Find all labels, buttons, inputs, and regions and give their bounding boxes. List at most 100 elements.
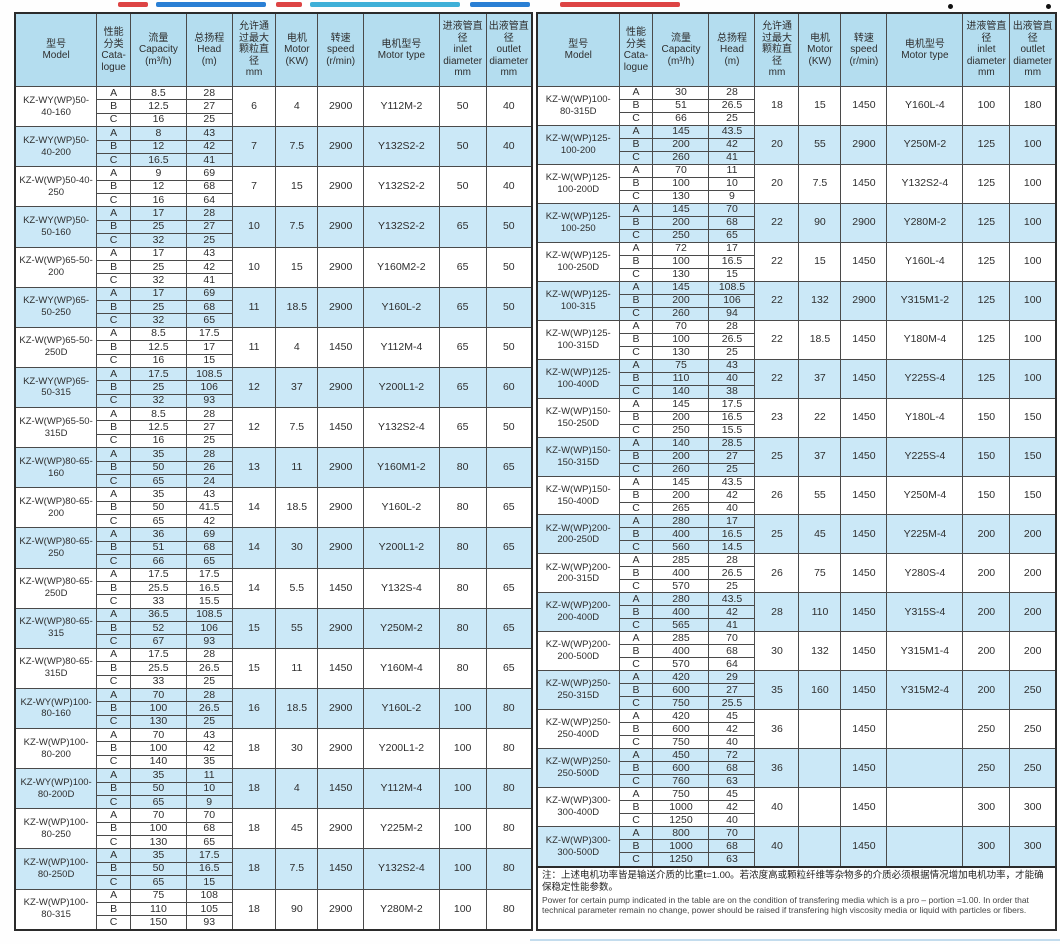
spec-row: C 32 41 — [15, 273, 532, 288]
inlet-cell: 50 — [438, 85, 487, 128]
capacity-cell: 25 — [130, 219, 187, 235]
header-cell-motor: 电机 Motor (KW) — [275, 12, 319, 87]
head-cell: 38 — [708, 384, 756, 399]
speed-cell: 2900 — [840, 124, 888, 165]
capacity-cell: 260 — [652, 150, 710, 165]
motor-type-cell: Y200L1-2 — [363, 366, 440, 409]
header-label-en: Motor (KW) — [284, 44, 310, 67]
spec-row: C 565 41 — [537, 618, 1056, 633]
spec-row: KZ-W(WP)125-100-315D A 70 28 22 18.5 1450 Y180M… — [536, 319, 1057, 360]
motor-type-cell: Y160L-2 — [363, 687, 440, 730]
outlet-cell: 200 — [1009, 514, 1057, 555]
catalogue-cell: C — [96, 634, 132, 649]
head-cell: 43 — [185, 126, 233, 141]
speed-cell: 1450 — [840, 553, 888, 594]
outlet-cell: 50 — [485, 246, 533, 288]
catalogue-cell: B — [96, 741, 132, 756]
outlet-cell: 80 — [485, 768, 533, 810]
spec-row: B 200 16.5 — [537, 410, 1056, 425]
particle-cell: 40 — [754, 826, 800, 868]
head-cell: 27 — [185, 99, 233, 114]
capacity-cell: 32 — [130, 273, 187, 288]
catalogue-cell: A — [618, 124, 654, 139]
capacity-cell: 65 — [130, 875, 187, 890]
motor-cell: 90 — [798, 202, 842, 243]
spec-row: C 260 94 — [537, 306, 1056, 321]
head-cell: 15 — [185, 353, 233, 368]
particle-cell: 14 — [231, 527, 277, 569]
inlet-cell: 65 — [438, 406, 487, 449]
spec-row: KZ-W(WP)125-100-200D A 70 11 20 7.5 1450 Y132S2… — [536, 163, 1057, 204]
head-cell: 108.5 — [185, 607, 233, 623]
motor-cell: 45 — [798, 514, 842, 555]
capacity-cell: 280 — [652, 514, 710, 529]
header-label-en: inlet diameter mm — [966, 44, 1006, 79]
head-cell: 42 — [185, 259, 233, 275]
capacity-cell: 17.5 — [130, 366, 187, 382]
head-cell: 16.5 — [185, 861, 233, 877]
spec-row: KZ-WY(WP)50-40-200 A 8 43 7 7.5 2900 Y132S2-2 50… — [14, 126, 533, 168]
outlet-cell: 50 — [485, 286, 533, 328]
outlet-cell: 250 — [1009, 748, 1057, 789]
inlet-cell: 300 — [962, 787, 1011, 828]
catalogue-cell: A — [96, 647, 132, 663]
capacity-cell: 100 — [652, 176, 710, 191]
capacity-cell: 25 — [130, 259, 187, 275]
model-cell: KZ-W(WP)125-100-315 — [536, 280, 620, 321]
head-cell: 65 — [185, 834, 233, 850]
head-cell: 25 — [185, 233, 233, 248]
motor-cell: 7.5 — [798, 163, 842, 204]
head-cell: 28 — [185, 647, 233, 663]
particle-cell: 36 — [754, 748, 800, 789]
catalogue-cell: C — [618, 306, 654, 321]
head-cell: 65 — [185, 313, 233, 328]
catalogue-cell: C — [96, 233, 132, 248]
spec-row: KZ-W(WP)65-50-315D A 8.5 28 12 7.5 1450 Y132S2-… — [14, 406, 533, 449]
model-cell: KZ-W(WP)200-200-400D — [536, 592, 620, 633]
motor-cell: 7.5 — [275, 206, 319, 248]
head-cell: 17.5 — [708, 397, 756, 412]
outlet-cell: 200 — [1009, 592, 1057, 633]
outlet-cell: 150 — [1009, 397, 1057, 438]
model-cell: KZ-W(WP)250-250-500D — [536, 748, 620, 789]
catalogue-cell: B — [96, 340, 132, 355]
outlet-cell: 50 — [485, 326, 533, 368]
spec-note: 注：上述电机功率皆是输送介质的比重t=1.00。若浓度高或颗粒纤维等杂物多的介质… — [536, 868, 1057, 931]
catalogue-cell: C — [96, 714, 132, 730]
header-label-en: Capacity (m³/h) — [661, 44, 701, 67]
head-cell: 26.5 — [185, 661, 233, 676]
spec-row: B 100 42 — [15, 741, 532, 756]
header-label-zh: 允许通 过最大 颗粒直 径 — [761, 21, 792, 67]
capacity-cell: 72 — [652, 241, 710, 256]
motor-type-cell: Y132S2-2 — [363, 166, 440, 208]
head-cell: 68 — [185, 299, 233, 315]
catalogue-cell: A — [96, 808, 132, 823]
motor-type-cell: Y132S2-2 — [363, 126, 440, 168]
spec-row: C 66 25 — [537, 111, 1056, 126]
capacity-cell: 16 — [130, 112, 187, 128]
motor-cell: 5.5 — [275, 567, 319, 609]
capacity-cell: 32 — [130, 233, 187, 248]
head-cell: 40 — [708, 501, 756, 516]
header-label-en: Cata- logue — [623, 50, 649, 73]
catalogue-cell: A — [618, 163, 654, 178]
spec-row: C 130 25 — [537, 345, 1056, 360]
motor-cell: 37 — [275, 366, 319, 409]
catalogue-cell: A — [618, 709, 654, 724]
motor-type-cell — [886, 748, 964, 789]
catalogue-cell: A — [618, 397, 654, 412]
header-label-en: Model — [564, 50, 592, 61]
header-label-en: speed (r/min) — [326, 44, 356, 67]
head-cell: 68 — [708, 761, 756, 776]
motor-cell: 30 — [275, 727, 319, 770]
capacity-cell: 200 — [652, 449, 710, 464]
particle-cell: 18 — [231, 768, 277, 810]
outlet-cell: 50 — [485, 406, 533, 449]
catalogue-cell: C — [96, 473, 132, 489]
motor-type-cell: Y112M-4 — [363, 326, 440, 368]
capacity-cell: 65 — [130, 513, 187, 529]
speed-cell: 1450 — [840, 514, 888, 555]
capacity-cell: 130 — [652, 345, 710, 360]
head-cell: 24 — [185, 473, 233, 489]
particle-cell: 11 — [231, 286, 277, 328]
